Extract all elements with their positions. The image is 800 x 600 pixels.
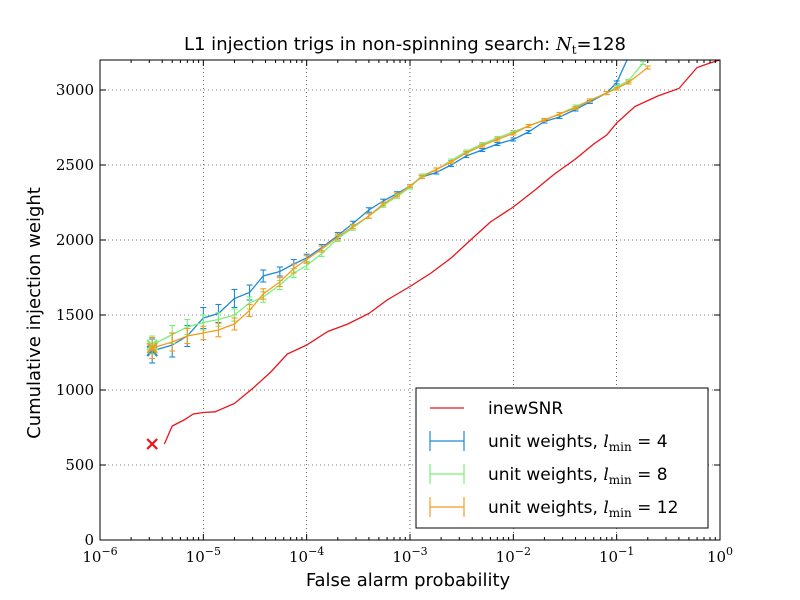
error-bar — [169, 332, 176, 352]
chart-title: L1 injection trigs in non-spinning searc… — [184, 34, 626, 57]
x-tick-label: 10−6 — [82, 545, 117, 566]
y-tick-label: 1500 — [56, 306, 94, 324]
error-bar — [510, 131, 517, 136]
x-tick-label: 10−5 — [186, 545, 221, 566]
error-bar — [433, 167, 440, 172]
error-bar — [260, 288, 267, 300]
error-bar — [349, 223, 356, 230]
error-bar — [394, 192, 401, 198]
legend-label: inewSNR — [488, 399, 563, 419]
x-axis-label: False alarm probability — [306, 570, 511, 591]
error-bar — [365, 213, 372, 219]
error-bar — [448, 159, 455, 165]
error-bar — [613, 80, 620, 85]
error-bar — [479, 143, 486, 148]
x-tick-label: 10−4 — [289, 545, 324, 566]
error-bar — [572, 105, 579, 111]
x-tick-label: 100 — [707, 545, 733, 566]
y-tick-label: 1000 — [56, 381, 94, 399]
error-bar — [231, 288, 238, 309]
y-axis-label: Cumulative injection weight — [24, 187, 45, 439]
legend-label-math: l — [603, 498, 608, 518]
error-bar — [418, 174, 425, 180]
legend-label-text: unit weights, — [488, 498, 603, 518]
error-bar — [603, 90, 610, 96]
x-marker-stroke — [146, 342, 158, 354]
legend-box — [415, 387, 709, 529]
error-bar — [463, 150, 470, 156]
legend-label: unit weights, lmin = 4 — [488, 432, 668, 454]
error-bar — [184, 327, 191, 345]
error-bar — [303, 255, 310, 264]
y-tick-label: 500 — [65, 456, 94, 474]
plot-area — [146, 60, 720, 450]
error-bar — [318, 245, 325, 253]
series-0 — [146, 60, 720, 450]
legend-label-text: inewSNR — [488, 399, 563, 419]
x-tick-label: 10−3 — [392, 545, 427, 566]
y-tick-label: 0 — [84, 531, 94, 549]
legend-label-math: l — [603, 465, 608, 485]
error-bar — [479, 147, 486, 153]
error-bar — [644, 65, 651, 70]
error-bar — [276, 266, 283, 277]
legend-label: unit weights, lmin = 12 — [488, 498, 678, 520]
x-marker-stroke — [146, 438, 158, 450]
error-bar — [215, 322, 222, 338]
series-line — [163, 60, 720, 445]
error-bar — [365, 207, 372, 213]
legend-item-2: unit weights, lmin = 8 — [429, 464, 668, 487]
error-bar — [625, 80, 632, 85]
axis-ticks: 10−6 10−5 10−4 10−3 10−2 10−1 1000500100015002… — [56, 60, 733, 566]
legend-label-sub: min — [609, 440, 632, 454]
error-bar — [290, 263, 297, 274]
x-marker — [146, 342, 158, 354]
legend-label-suffix: = 12 — [632, 498, 679, 518]
error-bar — [525, 123, 532, 129]
legend-item-1: unit weights, lmin = 4 — [429, 431, 668, 454]
error-bar — [407, 183, 413, 189]
error-bar — [494, 141, 501, 147]
error-bar — [380, 201, 387, 207]
legend-item-3: unit weights, lmin = 12 — [429, 497, 678, 520]
series-layer — [146, 60, 720, 450]
x-tick-label: 10−1 — [599, 545, 634, 566]
x-marker — [146, 438, 158, 450]
series-line — [152, 66, 649, 349]
error-bar — [276, 276, 283, 288]
legend-label: unit weights, lmin = 8 — [488, 465, 668, 487]
legend-label-sub: min — [609, 473, 632, 487]
legend-label-suffix: = 4 — [632, 432, 668, 452]
error-bar — [494, 137, 501, 142]
error-bar — [556, 111, 563, 117]
error-bar — [231, 317, 238, 331]
error-bar — [510, 137, 517, 142]
error-bar — [586, 98, 593, 103]
error-bar — [200, 325, 207, 341]
y-tick-label: 2500 — [56, 156, 94, 174]
error-bar — [246, 303, 253, 318]
series-line — [151, 62, 644, 346]
y-tick-label: 2000 — [56, 231, 94, 249]
legend-label-suffix: = 8 — [632, 465, 668, 485]
error-bar — [525, 129, 532, 135]
error-bar — [260, 269, 267, 283]
error-bar — [640, 60, 647, 66]
legend-label-text: unit weights, — [488, 465, 603, 485]
error-bar — [613, 86, 620, 91]
x-tick-label: 10−2 — [496, 545, 531, 566]
legend-label-text: unit weights, — [488, 432, 603, 452]
legend-label-sub: min — [609, 506, 632, 520]
series-3 — [146, 65, 651, 360]
legend-item-0: inewSNR — [430, 399, 563, 419]
error-bar — [541, 117, 548, 123]
error-bar — [334, 233, 341, 241]
legend-label-math: l — [603, 432, 608, 452]
y-tick-label: 3000 — [56, 81, 94, 99]
